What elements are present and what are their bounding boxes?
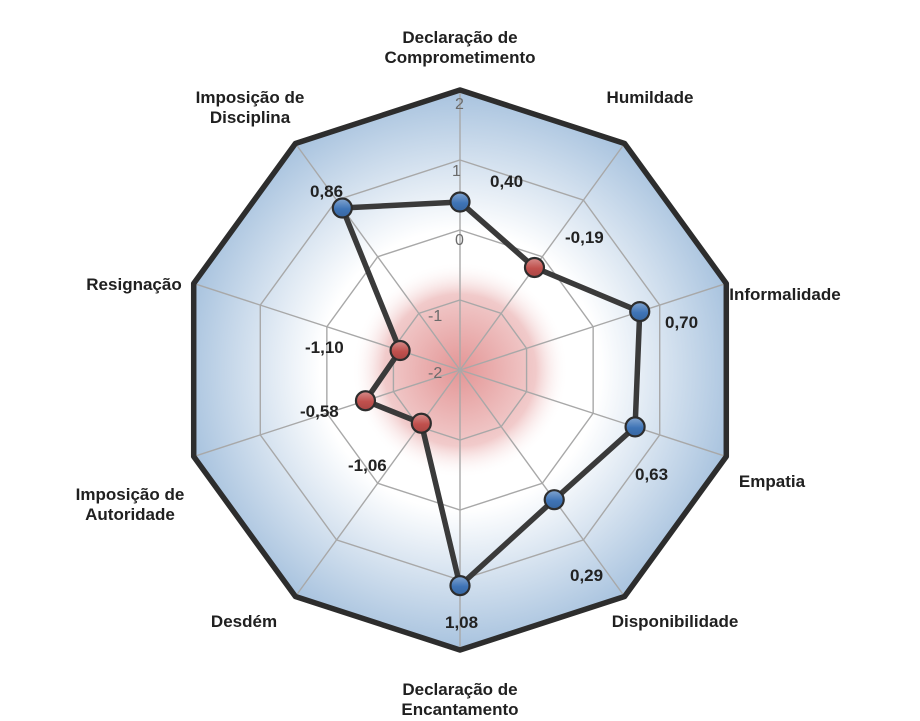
value-label: -1,10 (305, 338, 344, 358)
axis-label: Disponibilidade (575, 612, 775, 632)
axis-label: Declaração de Comprometimento (350, 28, 570, 69)
scale-tick-label: 1 (452, 163, 461, 181)
axis-label: Resignação (54, 275, 214, 295)
value-label: -1,06 (348, 456, 387, 476)
scale-tick-label: 2 (455, 96, 464, 114)
value-label: 0,86 (310, 182, 343, 202)
axis-label: Imposição de Disciplina (160, 88, 340, 129)
value-label: 0,63 (635, 465, 668, 485)
value-label: 0,70 (665, 313, 698, 333)
axis-label: Empatia (692, 472, 852, 492)
value-label: 1,08 (445, 613, 478, 633)
radar-chart-container: Declaração de ComprometimentoHumildade In… (0, 0, 920, 721)
axis-label: Informalidade (705, 285, 865, 305)
axis-label: Humildade (570, 88, 730, 108)
axis-label: Imposição de Autoridade (30, 485, 230, 526)
value-label: -0,19 (565, 228, 604, 248)
value-label: -0,58 (300, 402, 339, 422)
value-label: 0,29 (570, 566, 603, 586)
value-label: 0,40 (490, 172, 523, 192)
axis-label: Desdém (164, 612, 324, 632)
axis-label: Declaração de Encantamento (350, 680, 570, 721)
scale-tick-label: 0 (455, 232, 464, 250)
scale-tick-label: -2 (428, 365, 442, 383)
scale-tick-label: -1 (428, 308, 442, 326)
